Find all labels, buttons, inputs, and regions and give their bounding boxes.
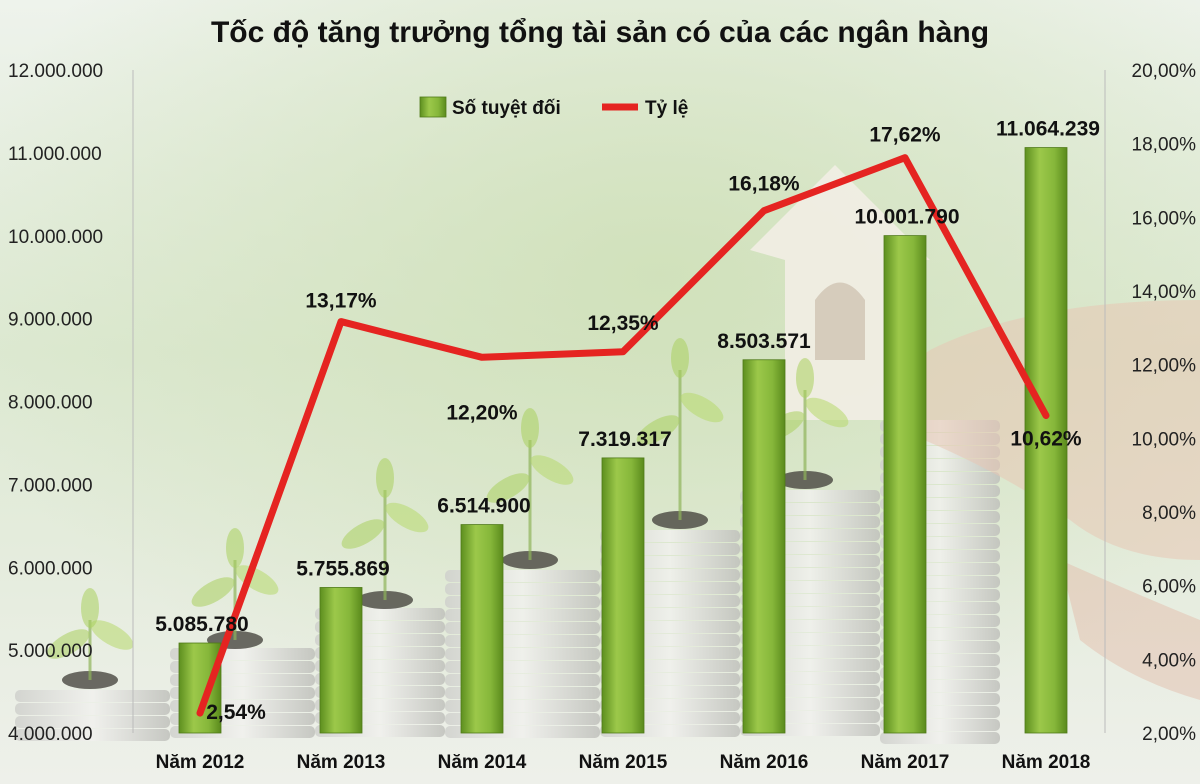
line-value-label: 10,62%	[1010, 427, 1082, 450]
plant-sprouts-decoration	[46, 338, 849, 689]
bar-value-label: 7.319.317	[578, 428, 671, 451]
y-axis-left-ticks: 4.000.000 5.000.000 6.000.000 7.000.000 8.00…	[8, 61, 103, 745]
bar-value-label: 8.503.571	[717, 330, 811, 353]
line-value-label: 16,18%	[728, 173, 800, 196]
bar-value-label: 6.514.900	[437, 495, 530, 518]
y-tick-left: 8.000.000	[8, 393, 93, 414]
y-tick-left: 12.000.000	[8, 61, 103, 82]
x-tick-label: Năm 2018	[1002, 752, 1091, 773]
bar	[319, 587, 363, 734]
line-point	[902, 154, 908, 161]
legend: Số tuyệt đối Tỷ lệ	[419, 96, 688, 119]
line-value-label: 2,54%	[206, 701, 266, 724]
bar-value-label: 10.001.790	[854, 206, 959, 229]
x-tick-label: Năm 2014	[438, 752, 527, 773]
line-point	[338, 318, 344, 325]
chart-title: Tốc độ tăng trưởng tổng tài sản có của c…	[211, 16, 989, 49]
line-point	[197, 710, 203, 717]
y-tick-right: 8,00%	[1142, 503, 1196, 524]
y-tick-right: 6,00%	[1142, 577, 1196, 598]
legend-bar-label: Số tuyệt đối	[452, 98, 561, 119]
line-value-label: 12,20%	[446, 401, 518, 424]
legend-line-label: Tỷ lệ	[645, 98, 688, 119]
y-axis-right-ticks: 2,00% 4,00% 6,00% 8,00% 10,00% 12,00% 14,00% 16…	[1132, 61, 1197, 745]
line-point	[479, 354, 485, 361]
legend-bar-swatch	[419, 96, 447, 118]
x-tick-label: Năm 2013	[297, 752, 386, 773]
line-point	[1043, 412, 1049, 419]
line-value-label: 12,35%	[587, 312, 659, 335]
y-tick-right: 18,00%	[1132, 135, 1197, 156]
x-axis-ticks: Năm 2012 Năm 2013 Năm 2014 Năm 2015 Năm 2016…	[156, 752, 1091, 773]
line-data-labels: 2,54% 13,17% 12,20% 12,35% 16,18% 17,62% 10,62…	[206, 124, 1082, 724]
bar	[460, 524, 504, 734]
bar-value-label: 5.085.780	[155, 613, 248, 636]
y-tick-right: 14,00%	[1132, 282, 1197, 303]
y-tick-left: 11.000.000	[8, 144, 102, 165]
y-tick-right: 20,00%	[1132, 61, 1197, 82]
y-tick-left: 9.000.000	[8, 310, 93, 331]
bar	[883, 235, 927, 734]
line-series	[196, 154, 1050, 717]
y-tick-left: 4.000.000	[8, 724, 93, 745]
y-tick-right: 10,00%	[1132, 429, 1197, 450]
bar-value-label: 5.755.869	[296, 557, 389, 580]
bar	[601, 457, 645, 734]
line-value-label: 17,62%	[869, 124, 941, 147]
line-point	[761, 207, 767, 214]
x-tick-label: Năm 2016	[720, 752, 809, 773]
y-tick-left: 7.000.000	[8, 475, 93, 496]
bar	[178, 642, 222, 734]
y-tick-left: 5.000.000	[8, 641, 93, 662]
y-tick-right: 2,00%	[1142, 724, 1196, 745]
bar	[742, 359, 786, 734]
bar-value-label: 11.064.239	[996, 118, 1100, 141]
line-value-label: 13,17%	[305, 290, 377, 313]
line-point	[620, 348, 626, 355]
bar-series	[178, 147, 1068, 734]
y-tick-right: 12,00%	[1132, 356, 1197, 377]
x-tick-label: Năm 2015	[579, 752, 668, 773]
y-tick-left: 6.000.000	[8, 558, 93, 579]
bar	[1024, 147, 1068, 734]
y-tick-right: 4,00%	[1142, 650, 1196, 671]
bar-data-labels: 5.085.780 5.755.869 6.514.900 7.319.317 8.50…	[155, 118, 1100, 636]
y-tick-left: 10.000.000	[8, 227, 103, 248]
x-tick-label: Năm 2017	[861, 752, 950, 773]
y-tick-right: 16,00%	[1132, 208, 1197, 229]
x-tick-label: Năm 2012	[156, 752, 245, 773]
